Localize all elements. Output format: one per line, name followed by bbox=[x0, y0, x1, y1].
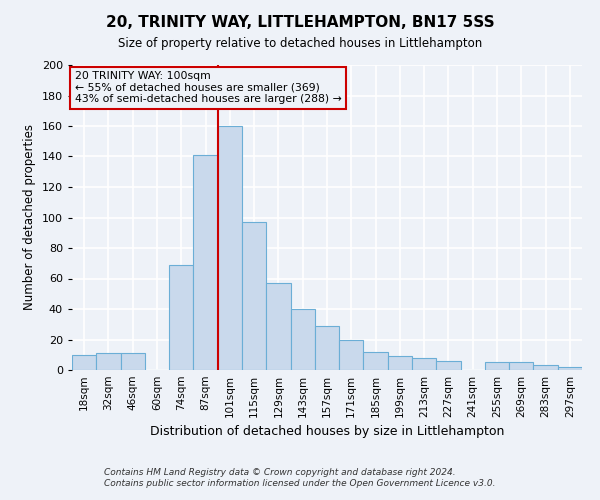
Bar bbox=[169, 265, 193, 370]
Bar bbox=[290, 309, 315, 370]
Bar bbox=[485, 362, 509, 370]
X-axis label: Distribution of detached houses by size in Littlehampton: Distribution of detached houses by size … bbox=[150, 426, 504, 438]
Text: 20 TRINITY WAY: 100sqm
← 55% of detached houses are smaller (369)
43% of semi-de: 20 TRINITY WAY: 100sqm ← 55% of detached… bbox=[74, 71, 341, 104]
Bar bbox=[509, 362, 533, 370]
Text: 20, TRINITY WAY, LITTLEHAMPTON, BN17 5SS: 20, TRINITY WAY, LITTLEHAMPTON, BN17 5SS bbox=[106, 15, 494, 30]
Bar bbox=[339, 340, 364, 370]
Bar bbox=[121, 353, 145, 370]
Bar bbox=[218, 126, 242, 370]
Bar bbox=[364, 352, 388, 370]
Bar bbox=[412, 358, 436, 370]
Bar bbox=[266, 283, 290, 370]
Bar bbox=[533, 366, 558, 370]
Bar bbox=[96, 353, 121, 370]
Bar bbox=[315, 326, 339, 370]
Bar bbox=[436, 361, 461, 370]
Text: Size of property relative to detached houses in Littlehampton: Size of property relative to detached ho… bbox=[118, 38, 482, 51]
Bar bbox=[242, 222, 266, 370]
Bar bbox=[388, 356, 412, 370]
Text: Contains HM Land Registry data © Crown copyright and database right 2024.
Contai: Contains HM Land Registry data © Crown c… bbox=[104, 468, 496, 487]
Bar bbox=[72, 355, 96, 370]
Y-axis label: Number of detached properties: Number of detached properties bbox=[23, 124, 36, 310]
Bar bbox=[558, 367, 582, 370]
Bar bbox=[193, 155, 218, 370]
